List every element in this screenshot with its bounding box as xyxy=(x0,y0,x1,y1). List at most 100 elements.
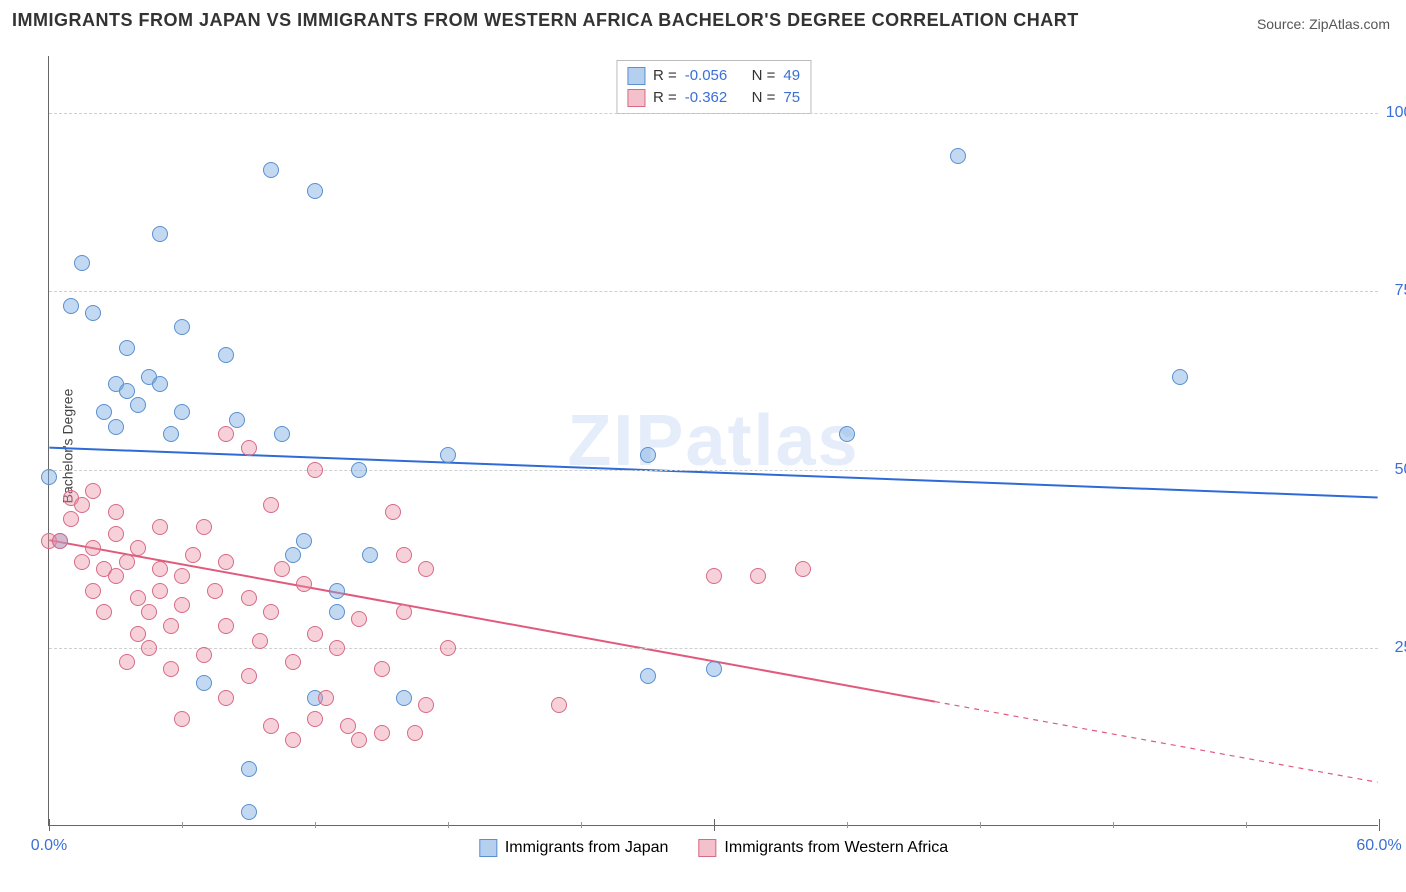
data-point xyxy=(174,404,190,420)
data-point xyxy=(340,718,356,734)
data-point xyxy=(218,690,234,706)
data-point xyxy=(351,732,367,748)
x-tick-minor xyxy=(182,822,183,828)
data-point xyxy=(119,654,135,670)
data-point xyxy=(551,697,567,713)
data-point xyxy=(329,640,345,656)
data-point xyxy=(85,540,101,556)
data-point xyxy=(163,618,179,634)
data-point xyxy=(229,412,245,428)
x-tick-major xyxy=(49,819,50,831)
data-point xyxy=(141,604,157,620)
data-point xyxy=(374,725,390,741)
data-point xyxy=(307,183,323,199)
source-label: Source: ZipAtlas.com xyxy=(1257,16,1390,32)
legend-stats: R = -0.056 N = 49 R = -0.362 N = 75 xyxy=(616,60,811,114)
y-tick-label: 50.0% xyxy=(1384,461,1406,479)
data-point xyxy=(196,519,212,535)
x-tick-minor xyxy=(980,822,981,828)
y-tick-label: 100.0% xyxy=(1384,104,1406,122)
gridline xyxy=(49,113,1378,114)
data-point xyxy=(296,576,312,592)
x-tick-minor xyxy=(448,822,449,828)
n-blue: 49 xyxy=(783,65,800,87)
data-point xyxy=(241,590,257,606)
data-point xyxy=(74,255,90,271)
data-point xyxy=(839,426,855,442)
data-point xyxy=(396,547,412,563)
data-point xyxy=(640,668,656,684)
data-point xyxy=(174,711,190,727)
x-tick-minor xyxy=(315,822,316,828)
x-tick-label: 60.0% xyxy=(1356,837,1401,855)
data-point xyxy=(440,447,456,463)
data-point xyxy=(795,561,811,577)
data-point xyxy=(263,162,279,178)
data-point xyxy=(152,519,168,535)
x-tick-major xyxy=(1379,819,1380,831)
data-point xyxy=(207,583,223,599)
data-point xyxy=(108,526,124,542)
gridline xyxy=(49,470,1378,471)
data-point xyxy=(351,611,367,627)
data-point xyxy=(241,804,257,820)
gridline xyxy=(49,648,1378,649)
data-point xyxy=(374,661,390,677)
x-tick-minor xyxy=(847,822,848,828)
data-point xyxy=(130,590,146,606)
gridline xyxy=(49,291,1378,292)
data-point xyxy=(63,298,79,314)
data-point xyxy=(307,711,323,727)
data-point xyxy=(174,568,190,584)
data-point xyxy=(96,404,112,420)
data-point xyxy=(74,554,90,570)
data-point xyxy=(318,690,334,706)
data-point xyxy=(174,319,190,335)
legend-series: Immigrants from Japan Immigrants from We… xyxy=(479,839,948,857)
data-point xyxy=(108,568,124,584)
legend-label-blue: Immigrants from Japan xyxy=(505,839,669,857)
n-pink: 75 xyxy=(783,87,800,109)
data-point xyxy=(252,633,268,649)
data-point xyxy=(41,469,57,485)
x-tick-major xyxy=(714,819,715,831)
data-point xyxy=(418,697,434,713)
data-point xyxy=(130,626,146,642)
data-point xyxy=(329,604,345,620)
data-point xyxy=(185,547,201,563)
data-point xyxy=(119,383,135,399)
data-point xyxy=(74,497,90,513)
data-point xyxy=(152,376,168,392)
data-point xyxy=(241,440,257,456)
data-point xyxy=(274,561,290,577)
legend-swatch-pink xyxy=(627,89,645,107)
data-point xyxy=(285,732,301,748)
data-point xyxy=(362,547,378,563)
data-point xyxy=(130,540,146,556)
data-point xyxy=(351,462,367,478)
plot-area: ZIPatlas R = -0.056 N = 49 R = -0.362 N … xyxy=(48,56,1378,826)
data-point xyxy=(163,661,179,677)
data-point xyxy=(329,583,345,599)
data-point xyxy=(396,690,412,706)
data-point xyxy=(263,718,279,734)
legend-swatch-blue xyxy=(627,67,645,85)
data-point xyxy=(141,640,157,656)
data-point xyxy=(307,462,323,478)
data-point xyxy=(706,568,722,584)
data-point xyxy=(152,226,168,242)
data-point xyxy=(119,554,135,570)
data-point xyxy=(285,547,301,563)
data-point xyxy=(218,554,234,570)
data-point xyxy=(241,761,257,777)
x-tick-minor xyxy=(1113,822,1114,828)
data-point xyxy=(130,397,146,413)
data-point xyxy=(52,533,68,549)
data-point xyxy=(950,148,966,164)
data-point xyxy=(285,654,301,670)
data-point xyxy=(85,583,101,599)
legend-label-pink: Immigrants from Western Africa xyxy=(724,839,948,857)
legend2-swatch-blue xyxy=(479,839,497,857)
data-point xyxy=(119,340,135,356)
data-point xyxy=(307,626,323,642)
